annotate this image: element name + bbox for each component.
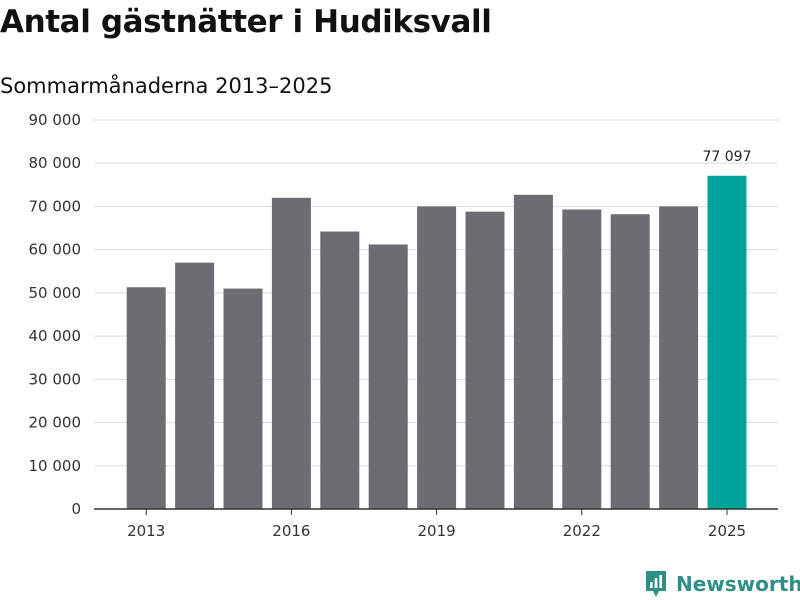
bar-2021 xyxy=(513,194,553,509)
y-tick-label: 40 000 xyxy=(29,327,82,345)
y-tick-label: 20 000 xyxy=(29,414,82,432)
bars xyxy=(126,175,747,510)
bar-2015 xyxy=(223,288,263,509)
chart-title: Antal gästnätter i Hudiksvall xyxy=(0,4,492,40)
y-tick-label: 50 000 xyxy=(29,284,82,302)
bar-chart: 0 10 000 20 000 30 000 40 000 50 000 60 000 70 … xyxy=(29,111,778,540)
y-tick-label: 80 000 xyxy=(29,154,82,172)
bar-2019 xyxy=(417,206,457,509)
newsworthy-logo-icon xyxy=(646,571,666,597)
bar-2013 xyxy=(126,287,166,509)
y-tick-label: 30 000 xyxy=(29,370,82,388)
newsworthy-logo: Newsworthy xyxy=(644,570,800,598)
chart-subtitle: Sommarmånaderna 2013–2025 xyxy=(0,74,333,98)
bar-2024 xyxy=(659,206,699,509)
x-tick-label: 2013 xyxy=(127,522,165,540)
y-tick-label: 0 xyxy=(71,500,81,518)
y-axis: 0 10 000 20 000 30 000 40 000 50 000 60 000 70 … xyxy=(29,111,82,518)
bar-2016 xyxy=(271,197,311,510)
y-tick-label: 70 000 xyxy=(29,197,82,215)
x-tick-label: 2016 xyxy=(272,522,310,540)
x-tick-label: 2022 xyxy=(563,522,601,540)
bar-2020 xyxy=(465,211,505,509)
x-axis: 2013 2016 2019 2022 2025 xyxy=(94,508,778,540)
x-tick-label: 2019 xyxy=(418,522,456,540)
x-tick-label: 2025 xyxy=(708,522,746,540)
y-tick-label: 10 000 xyxy=(29,457,82,475)
data-labels: 77 097 xyxy=(703,149,752,165)
bar-2014 xyxy=(175,262,215,509)
logo-text: Newsworthy xyxy=(676,572,800,596)
bar-2022 xyxy=(562,209,602,509)
y-tick-label: 60 000 xyxy=(29,241,82,259)
bar-2017 xyxy=(320,231,360,509)
y-tick-label: 90 000 xyxy=(29,111,82,129)
bar-2018 xyxy=(368,244,408,510)
bar-2023 xyxy=(610,214,650,510)
bar-2025 xyxy=(707,175,747,509)
data-label-2025: 77 097 xyxy=(703,149,752,165)
